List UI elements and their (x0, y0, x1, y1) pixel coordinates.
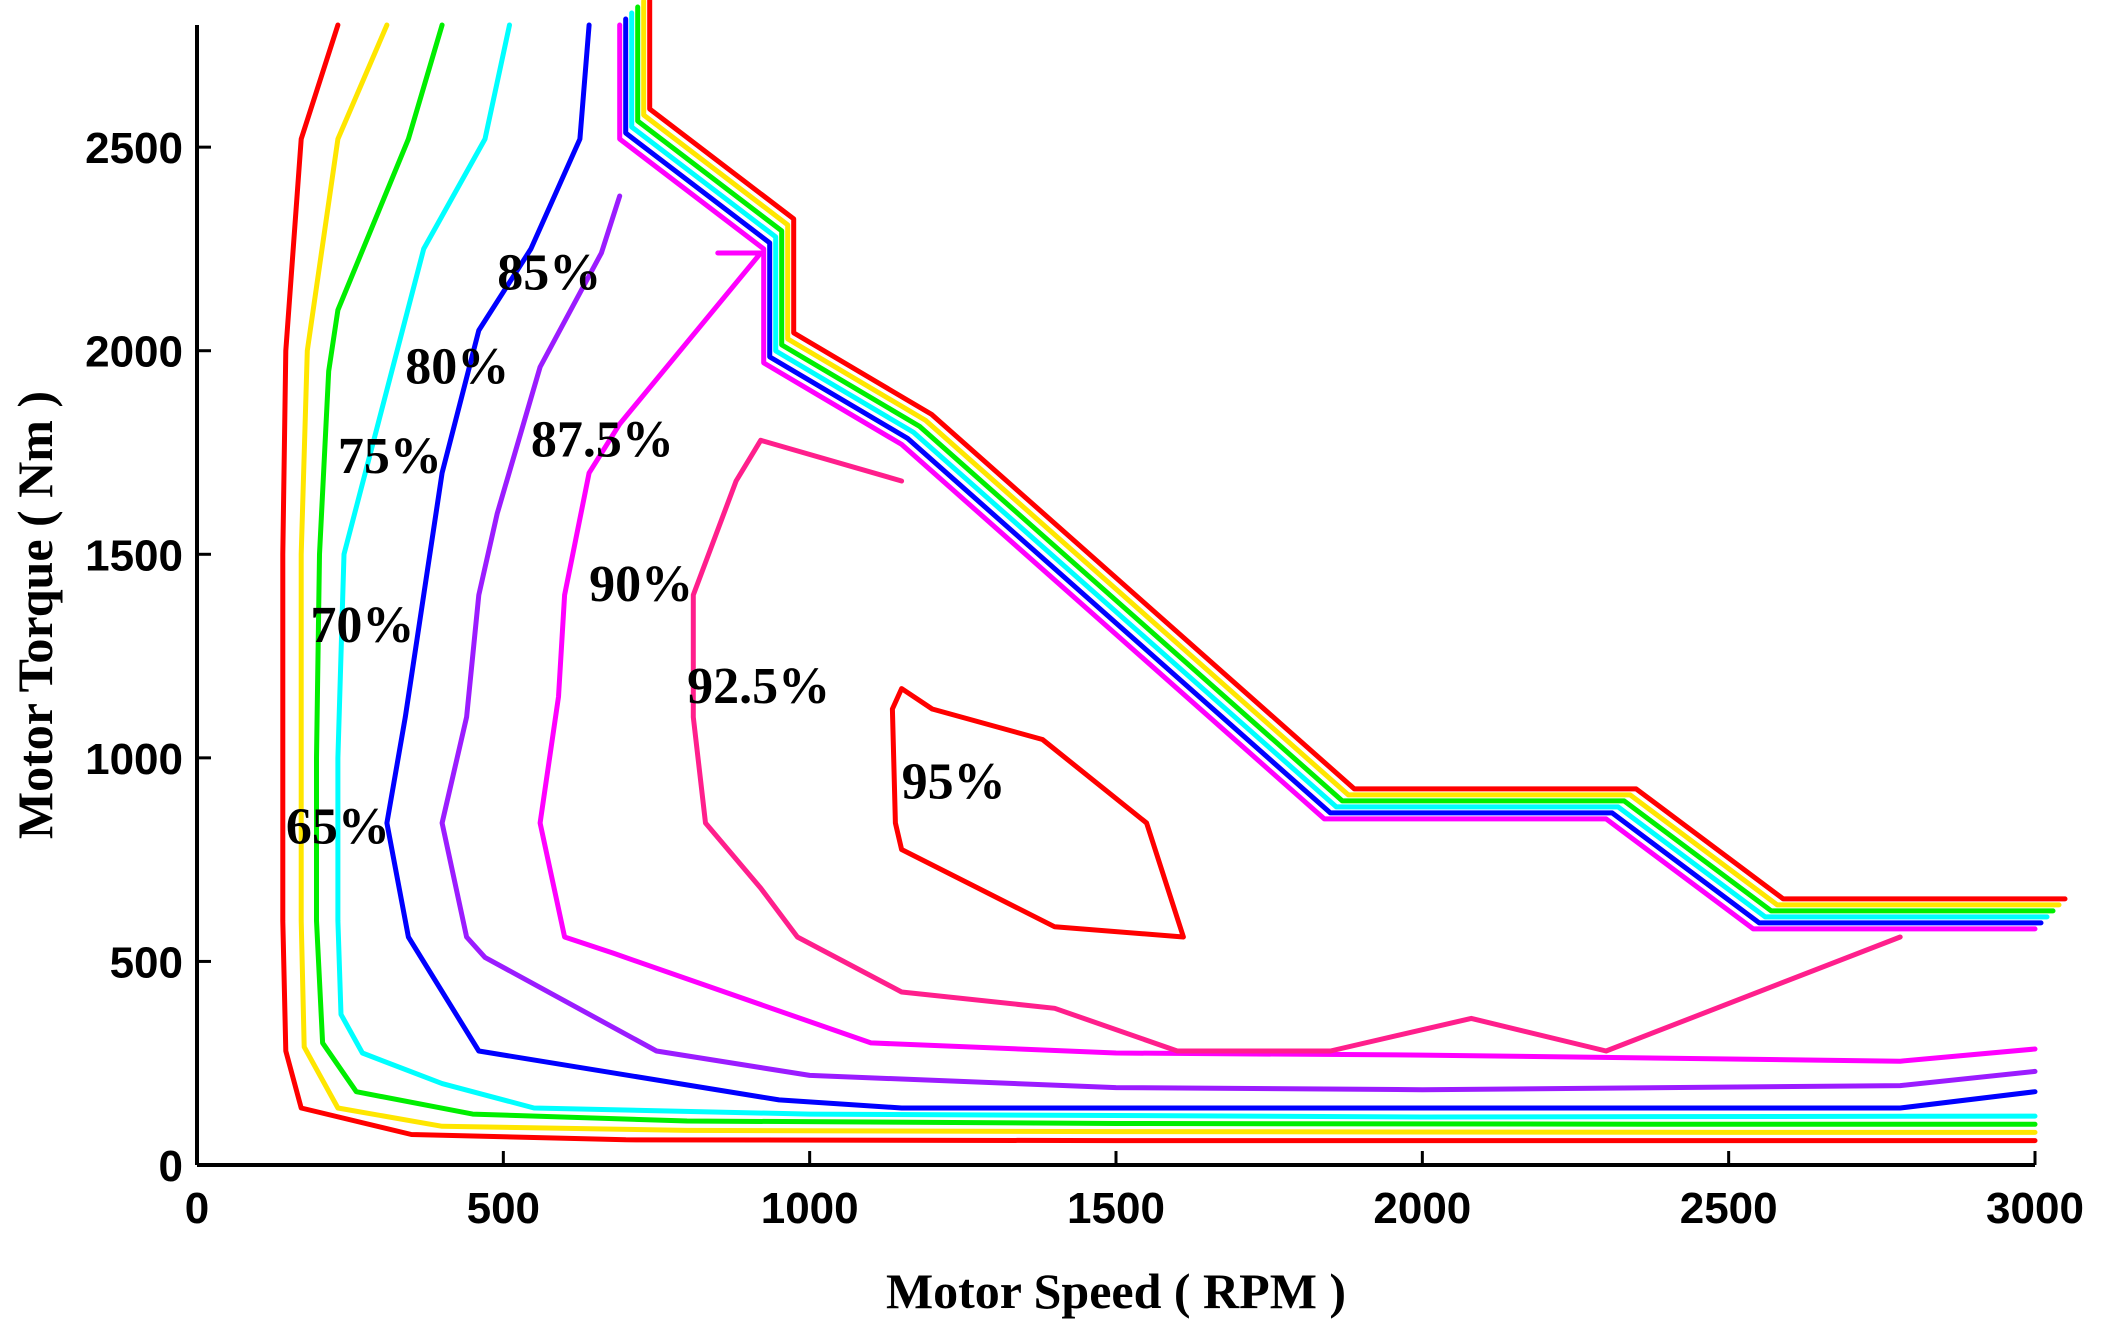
contour-line-65pct (280, 22, 2038, 1144)
y-tick-label: 2500 (85, 124, 183, 173)
contour-line-75pct (314, 22, 2038, 1127)
contour-label-70pct: 70% (310, 597, 414, 654)
contour-label-90pct: 90% (589, 556, 693, 613)
contour-line-80pct (335, 22, 2038, 1120)
y-tick-label: 0 (159, 1142, 183, 1191)
x-tick-label: 2000 (1373, 1184, 1471, 1233)
y-axis-title: Motor Torque ( Nm ) (7, 391, 63, 839)
boundary-line-2 (623, 16, 2044, 926)
x-axis-title: Motor Speed ( RPM ) (886, 1263, 1346, 1319)
contour-lines (280, 0, 2068, 1144)
y-ticks: 0 500 1000 1500 2000 2500 (85, 124, 211, 1191)
x-tick-label: 1500 (1067, 1184, 1165, 1233)
contour-label-87-5pct: 87.5% (531, 412, 674, 469)
x-tick-label: 0 (185, 1184, 209, 1233)
contour-line-70pct (298, 22, 2038, 1135)
contour-label-92-5pct: 92.5% (687, 658, 830, 715)
x-tick-label: 1000 (761, 1184, 859, 1233)
contour-line-90pct (537, 250, 2038, 1064)
boundary-line-3 (629, 10, 2050, 920)
boundary-line-5 (641, 0, 2062, 908)
contour-label-65pct: 65% (286, 798, 390, 855)
x-ticks: 0 500 1000 1500 2000 2500 3000 (185, 1151, 2084, 1233)
boundary-line-1 (617, 22, 2038, 932)
contour-label-75pct: 75% (338, 428, 442, 485)
contour-label-85pct: 85% (497, 245, 601, 302)
contour-labels: 65% 70% 75% 80% 85% 87.5% 90% 92.5% 95% (286, 245, 1006, 856)
contour-line-95pct (889, 686, 1186, 940)
x-tick-label: 3000 (1986, 1184, 2084, 1233)
y-tick-label: 1500 (85, 531, 183, 580)
y-tick-label: 1000 (85, 735, 183, 784)
x-tick-label: 2500 (1680, 1184, 1778, 1233)
y-tick-label: 2000 (85, 328, 183, 377)
boundary-line-6 (647, 0, 2068, 902)
contour-label-95pct: 95% (902, 754, 1006, 811)
contour-label-80pct: 80% (405, 338, 509, 395)
contour-line-85pct (384, 22, 2038, 1111)
y-tick-label: 500 (110, 938, 183, 987)
contour-line-92-5pct (690, 437, 1903, 1054)
contour-line-87-5pct (439, 193, 2038, 1093)
boundary-line-4 (635, 4, 2056, 914)
x-tick-label: 500 (467, 1184, 540, 1233)
